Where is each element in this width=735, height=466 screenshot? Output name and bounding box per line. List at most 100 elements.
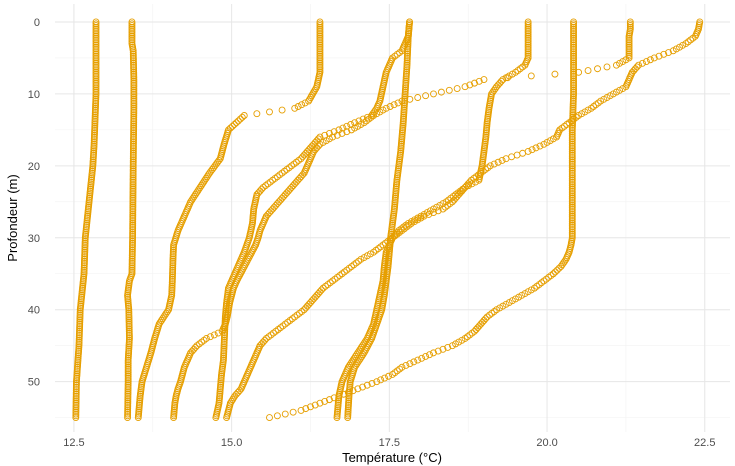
- data-point: [480, 76, 488, 83]
- data-point: [402, 362, 410, 369]
- data-point: [124, 381, 132, 389]
- data-point: [568, 183, 576, 191]
- data-point: [568, 140, 576, 148]
- data-point: [639, 59, 646, 67]
- data-point: [292, 178, 300, 186]
- data-point: [92, 20, 100, 28]
- data-point: [310, 295, 318, 303]
- data-point: [72, 406, 80, 414]
- data-point: [316, 43, 324, 51]
- data-point: [286, 185, 294, 193]
- data-point: [169, 257, 177, 265]
- data-point: [261, 336, 269, 344]
- data-point: [129, 52, 137, 60]
- data-point: [129, 151, 137, 159]
- data-point: [128, 252, 136, 260]
- data-point: [551, 268, 559, 276]
- data-point: [665, 49, 672, 56]
- data-point: [446, 200, 454, 208]
- data-point: [157, 317, 165, 324]
- data-point: [343, 122, 351, 130]
- profile-series: [212, 18, 413, 422]
- data-point: [302, 304, 310, 312]
- data-point: [568, 228, 576, 236]
- data-point: [125, 306, 133, 314]
- data-point: [129, 239, 136, 247]
- data-point: [125, 309, 133, 317]
- data-point: [190, 192, 198, 200]
- x-tick-label: 15.0: [221, 437, 242, 449]
- data-point: [568, 196, 576, 204]
- data-point: [524, 29, 532, 37]
- data-point: [555, 264, 563, 272]
- data-point: [169, 259, 177, 267]
- data-point: [430, 90, 437, 98]
- data-point: [484, 164, 492, 172]
- data-point: [524, 38, 532, 46]
- data-point: [496, 79, 504, 87]
- data-point: [312, 85, 320, 92]
- data-point: [130, 117, 138, 125]
- data-point: [92, 50, 100, 58]
- data-point: [191, 344, 199, 351]
- data-point: [316, 50, 324, 58]
- data-point: [125, 320, 133, 328]
- data-point: [418, 354, 426, 362]
- data-point: [288, 183, 296, 191]
- data-point: [129, 219, 137, 227]
- data-point: [72, 401, 80, 409]
- data-point: [129, 198, 137, 206]
- data-point: [326, 279, 334, 287]
- data-point: [92, 47, 100, 55]
- data-point: [128, 255, 136, 263]
- data-point: [128, 23, 136, 31]
- data-point: [129, 214, 137, 222]
- data-point: [72, 408, 80, 416]
- data-point: [357, 354, 365, 362]
- data-point: [130, 110, 138, 118]
- data-point: [389, 371, 396, 378]
- data-point: [129, 216, 137, 224]
- data-point: [297, 173, 305, 181]
- data-point: [128, 245, 136, 253]
- data-point: [92, 22, 100, 30]
- data-point: [202, 174, 210, 182]
- data-point: [130, 108, 138, 116]
- data-point: [92, 76, 100, 83]
- data-point: [540, 140, 548, 148]
- data-point: [570, 65, 577, 73]
- data-point: [570, 36, 577, 44]
- data-point: [422, 92, 430, 100]
- data-point: [124, 388, 132, 396]
- data-point: [524, 25, 532, 33]
- data-point: [72, 390, 80, 398]
- data-point: [92, 38, 100, 46]
- data-point: [204, 171, 212, 179]
- data-point: [568, 144, 576, 152]
- data-point: [568, 230, 576, 238]
- data-point: [92, 18, 100, 26]
- data-point: [311, 146, 319, 154]
- data-point: [568, 225, 576, 233]
- data-point: [316, 52, 324, 60]
- data-point: [130, 101, 138, 109]
- data-point: [310, 88, 318, 96]
- data-point: [316, 34, 324, 42]
- data-point: [482, 315, 489, 323]
- data-point: [625, 50, 633, 58]
- data-point: [406, 360, 414, 368]
- data-point: [524, 27, 532, 35]
- data-point: [524, 40, 532, 48]
- data-point: [570, 22, 577, 30]
- data-point: [532, 144, 540, 152]
- data-point: [92, 29, 100, 37]
- data-point: [129, 212, 137, 220]
- data-point: [196, 183, 204, 191]
- data-point: [570, 32, 577, 40]
- data-point: [568, 223, 576, 231]
- data-point: [130, 113, 138, 121]
- data-point: [568, 165, 576, 173]
- data-point: [448, 342, 456, 350]
- data-point: [129, 174, 137, 182]
- data-point: [72, 412, 80, 420]
